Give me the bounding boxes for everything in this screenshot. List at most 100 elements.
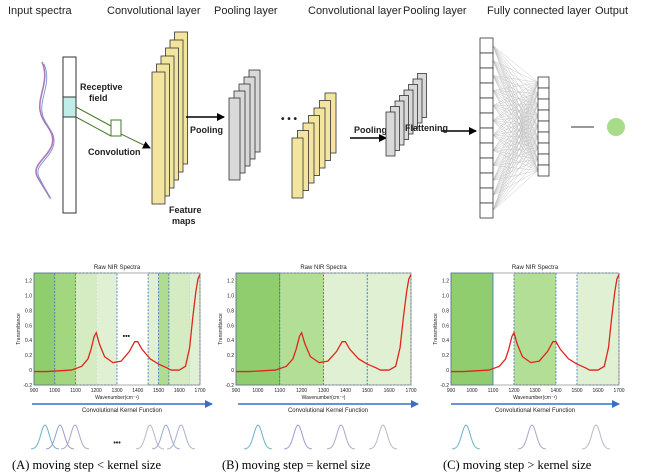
fc-connection — [492, 126, 539, 196]
x-tick-label: 1600 — [592, 388, 603, 394]
kernel-window — [235, 272, 281, 386]
fc-connection — [492, 120, 539, 171]
fc-connection — [492, 135, 539, 171]
y-tick-label: 1.2 — [442, 278, 449, 284]
chart-title: Raw NIR Spectra — [94, 265, 141, 271]
fc-connection — [492, 93, 539, 196]
fc-connection — [492, 82, 539, 211]
y-tick-label: 0.6 — [442, 323, 449, 329]
fc-connection — [492, 135, 539, 149]
fc-hidden-neuron — [537, 109, 550, 122]
fc-connection — [492, 105, 539, 138]
kernel-gaussian — [326, 424, 356, 450]
label-receptive: Receptive — [80, 82, 123, 92]
input-spectra-curve — [35, 61, 55, 200]
y-tick-label: -0.2 — [225, 383, 234, 389]
fc-input-neuron — [479, 172, 494, 189]
y-axis-label: Transmittance — [16, 313, 22, 345]
fc-connection — [492, 137, 539, 151]
feature-map — [151, 71, 166, 205]
fc-connection — [492, 90, 539, 160]
panel-a: Raw NIR Spectra 1.2 1.0 0.8 0.6 0.4 0.2 0 -0.290… — [12, 265, 213, 472]
fc-connection — [492, 104, 539, 106]
fc-connection — [492, 115, 539, 136]
fc-connection — [492, 93, 539, 121]
stride-panels: Raw NIR Spectra1.21.00.80.60.40.20-0.290… — [12, 265, 625, 472]
fc-input-neuron — [479, 37, 494, 54]
x-tick-label: 1300 — [529, 388, 540, 394]
input-vector — [62, 56, 77, 214]
fc-connection — [492, 105, 539, 127]
fc-input-neuron — [479, 127, 494, 144]
fc-connection — [492, 104, 539, 211]
x-tick-label: 1500 — [362, 388, 373, 394]
output-node — [607, 118, 625, 136]
x-tick-label: 900 — [30, 388, 39, 394]
fc-connection — [492, 115, 539, 121]
y-tick-label: 0 — [231, 368, 234, 374]
x-tick-label: 1100 — [70, 388, 81, 394]
chart-title: Raw NIR Spectra — [512, 265, 559, 271]
fc-connection — [492, 90, 539, 105]
fc-connection — [492, 93, 539, 151]
fc-connection — [492, 82, 539, 91]
fc-connection — [492, 75, 539, 138]
panel-b: Raw NIR Spectra 1.2 1.0 0.8 0.6 0.4 0.2 0 -0.290… — [218, 265, 419, 472]
fc-connection — [492, 104, 539, 166]
fc-connection — [492, 148, 539, 181]
kernel-gaussian — [451, 424, 481, 450]
kernel-gaussian — [135, 424, 165, 450]
fc-connection — [492, 115, 539, 181]
x-axis-label: Wavenumber(cm⁻¹) — [95, 395, 139, 401]
x-tick-label: 1400 — [550, 388, 561, 394]
plot-frame — [33, 272, 201, 386]
fc-connection — [492, 82, 539, 196]
top-labels: Input spectra Convolutional layer Poolin… — [8, 5, 628, 17]
kernel-gaussian — [166, 424, 196, 450]
label-conv-layer-2: Convolutional layer — [308, 5, 402, 17]
y-tick-label: -0.2 — [23, 383, 32, 389]
fc-connection — [492, 82, 539, 106]
x-tick-label: 1200 — [296, 388, 307, 394]
kernel-function-label: Convolutional Kernel Function — [495, 408, 575, 414]
fc-connection — [492, 93, 539, 211]
layer-ellipsis: • • • — [281, 114, 298, 125]
fc-connection — [492, 75, 539, 160]
fc-connection — [492, 93, 539, 106]
y-tick-label: -0.2 — [440, 383, 449, 389]
fc-connection — [492, 75, 539, 105]
x-tick-label: 1400 — [132, 388, 143, 394]
y-tick-label: 0.2 — [227, 353, 234, 359]
fc-connection — [492, 93, 539, 181]
fc-connection — [492, 148, 539, 211]
label-conv-layer-1: Convolutional layer — [107, 5, 201, 17]
x-tick-label: 1000 — [49, 388, 60, 394]
label-input-spectra: Input spectra — [8, 5, 72, 17]
plot-frame — [235, 272, 412, 386]
fc-input-neuron — [479, 97, 494, 114]
kernel-gaussian — [283, 424, 313, 450]
panel-caption: (C) moving step > kernel size — [443, 458, 592, 472]
x-tick-label: 1400 — [340, 388, 351, 394]
fc-connection — [492, 90, 539, 127]
kernel-function-label: Convolutional Kernel Function — [82, 408, 162, 414]
kernel-window — [450, 272, 494, 386]
x-tick-label: 1700 — [613, 388, 624, 394]
y-axis-label: Transmittance — [433, 313, 439, 345]
fc-connection — [492, 60, 539, 105]
label-flattening: Flattening — [405, 123, 448, 133]
label-pooling-2: Pooling — [354, 125, 387, 135]
x-tick-label: 1500 — [153, 388, 164, 394]
fc-connection — [492, 93, 539, 166]
fc-connection — [492, 105, 539, 149]
plot-frame — [450, 272, 620, 386]
kernel-gaussian — [368, 424, 398, 450]
x-tick-label: 1100 — [274, 388, 285, 394]
fc-connection — [492, 90, 539, 149]
kernel-window — [75, 272, 118, 386]
fc-connection — [492, 148, 539, 196]
spectrum-line — [236, 274, 412, 373]
fc-connection — [492, 137, 539, 196]
fc-connection — [492, 82, 539, 181]
